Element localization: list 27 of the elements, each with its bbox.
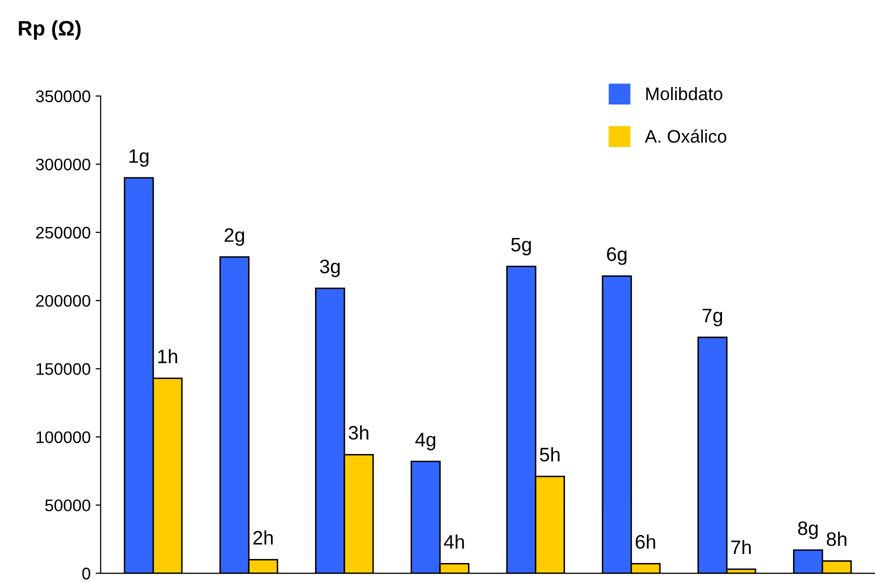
annotation: 3h	[348, 425, 368, 440]
annotation: 7g	[702, 308, 722, 326]
annotation: 3g	[320, 260, 340, 278]
annotation: 1g	[130, 149, 148, 167]
y-axis-title: Rp (Ω)	[18, 20, 81, 40]
y-tick-label: 0	[82, 568, 90, 580]
annotation: 2g	[224, 228, 244, 246]
y-tick-label: 250000	[36, 226, 90, 239]
legend-label: Molibdato	[646, 86, 722, 100]
y-tick-label: 50000	[45, 499, 90, 512]
annotation: 4g	[415, 432, 436, 450]
annotation: 5h	[540, 447, 560, 462]
annotation: 6h	[636, 534, 656, 549]
annotation: 4h	[444, 534, 464, 549]
annotation: 7h	[731, 540, 751, 554]
annotation: 8g	[798, 521, 818, 539]
y-tick-label: 100000	[36, 431, 90, 444]
annotation: 1h	[158, 349, 178, 364]
annotation: 6g	[607, 247, 626, 265]
annotation: 8h	[826, 532, 846, 546]
y-tick-label: 300000	[36, 158, 90, 170]
y-tick-label: 350000	[36, 90, 90, 102]
y-tick-label: 150000	[36, 363, 90, 375]
annotation: 5g	[511, 238, 531, 256]
legend-label: A. Oxálico	[644, 129, 726, 143]
y-tick-label: 200000	[36, 294, 90, 307]
annotation: 2h	[253, 530, 273, 544]
